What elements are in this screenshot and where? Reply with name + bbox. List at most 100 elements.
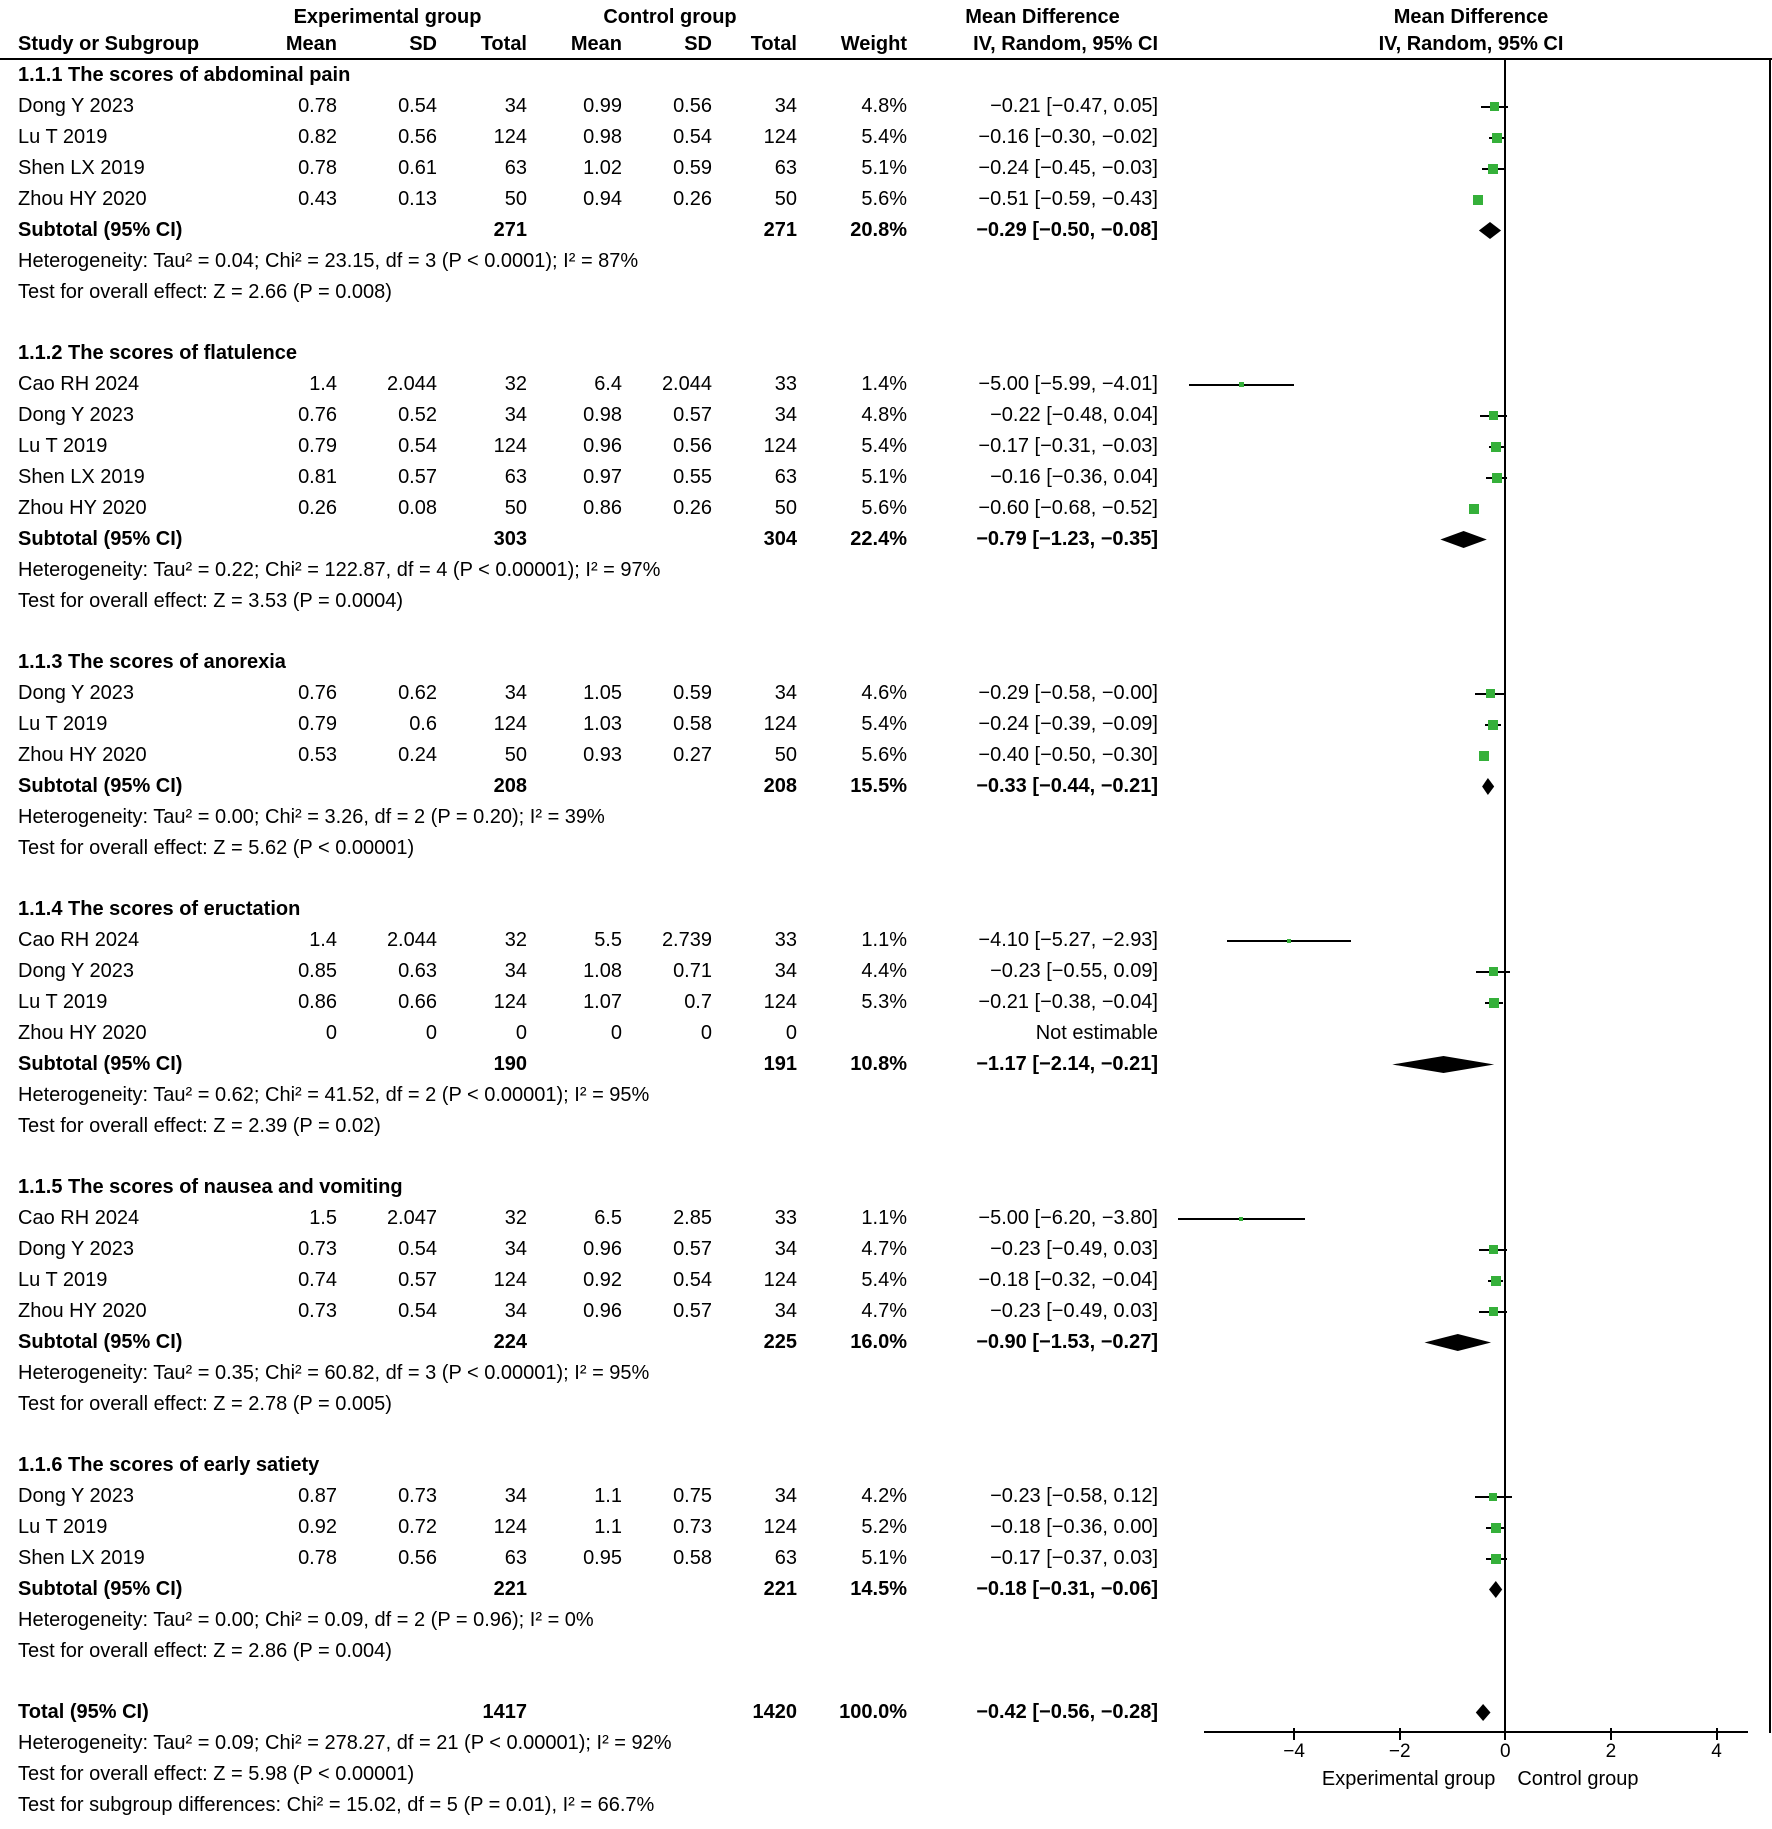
plot-cell — [1170, 246, 1772, 277]
study-cell: 0.56 — [398, 1547, 437, 1569]
plot-cell — [1170, 771, 1772, 802]
study-cell: 0.57 — [673, 1238, 712, 1260]
subtotal-row-cell: −0.18 [−0.31, −0.06] — [976, 1578, 1158, 1600]
effect-marker — [1488, 1245, 1498, 1254]
subgroup-title: 1.1.3 The scores of anorexia — [18, 651, 286, 673]
study-cell: 6.5 — [594, 1207, 622, 1229]
study-row: Zhou HY 2020 0.53 0.24 50 0.93 0.27 50 5.6% −0.4… — [0, 740, 1772, 771]
subtotal-row-cell: Subtotal (95% CI) — [18, 1331, 183, 1353]
subtotal-row-cell: Subtotal (95% CI) — [18, 528, 183, 550]
subtotal-row-cell: 15.5% — [850, 775, 907, 797]
subtotal-row-cell: 208 — [763, 775, 797, 797]
header-column-row: Study or Subgroup Mean SD Total Mean SD … — [0, 31, 1772, 58]
study-cell: 124 — [763, 1516, 797, 1538]
study-cell: 2.044 — [661, 373, 712, 395]
study-cell: 0.26 — [673, 188, 712, 210]
subtotal-row: Subtotal (95% CI) 221 221 14.5% −0.18 [−0.31… — [0, 1574, 1772, 1605]
study-cell: 0.82 — [298, 126, 337, 148]
study-cell: −0.16 [−0.30, −0.02] — [978, 126, 1158, 148]
effect-marker — [1489, 411, 1499, 420]
total-row-cell: −0.42 [−0.56, −0.28] — [976, 1701, 1158, 1723]
study-cell: 0 — [515, 1022, 527, 1044]
study-cell: 1.1% — [861, 1207, 907, 1229]
total-row-cell: 1420 — [752, 1701, 798, 1723]
study-cell: 1.1 — [594, 1485, 622, 1507]
study-cell: −0.18 [−0.32, −0.04] — [978, 1269, 1158, 1291]
plot-cell — [1170, 647, 1772, 678]
overall-effect-row: Test for overall effect: Z = 2.39 (P = 0… — [0, 1111, 1772, 1142]
plot-cell — [1170, 586, 1772, 617]
plot-cell — [1170, 1697, 1772, 1728]
study-cell: 0.78 — [298, 95, 337, 117]
study-cell: 0.26 — [298, 497, 337, 519]
study-cell: Shen LX 2019 — [18, 1547, 145, 1569]
study-cell: 0.78 — [298, 1547, 337, 1569]
study-cell: 5.3% — [861, 991, 907, 1013]
study-cell: −0.16 [−0.36, 0.04] — [990, 466, 1158, 488]
study-cell: 0.92 — [583, 1269, 622, 1291]
plot-cell — [1170, 802, 1772, 833]
study-row: Dong Y 2023 0.73 0.54 34 0.96 0.57 34 4.7% −0.23… — [0, 1234, 1772, 1265]
x-axis-tick-label: −2 — [1388, 1741, 1411, 1762]
study-cell: 0.73 — [298, 1238, 337, 1260]
subgroup-title: 1.1.2 The scores of flatulence — [18, 342, 297, 364]
study-cell: 0.57 — [398, 466, 437, 488]
rows-container: 1.1.1 The scores of abdominal pain Dong Y… — [0, 60, 1772, 1821]
plot-cell: −4 −2 0 2 4 Experimental group Control group — [1170, 1728, 1772, 1790]
study-cell: 0.76 — [298, 404, 337, 426]
study-cell: 0.96 — [583, 1300, 622, 1322]
study-cell: 0.27 — [673, 744, 712, 766]
plot-cell — [1170, 1265, 1772, 1296]
effect-marker — [1239, 1216, 1244, 1221]
plot-cell — [1170, 122, 1772, 153]
subtotal-row-cell: 14.5% — [850, 1578, 907, 1600]
study-cell: Zhou HY 2020 — [18, 188, 147, 210]
plot-cell — [1170, 153, 1772, 184]
x-axis-tick — [1715, 1728, 1718, 1740]
study-cell: −0.29 [−0.58, −0.00] — [978, 682, 1158, 704]
overall-effect-row: Test for overall effect: Z = 3.53 (P = 0… — [0, 586, 1772, 617]
study-cell: 32 — [504, 373, 527, 395]
study-cell: 5.4% — [861, 1269, 907, 1291]
effect-marker — [1485, 689, 1495, 698]
plot-cell — [1170, 1605, 1772, 1636]
study-cell: 34 — [774, 1485, 797, 1507]
study-cell: Cao RH 2024 — [18, 373, 140, 395]
study-cell: 0.43 — [298, 188, 337, 210]
study-cell: 2.044 — [386, 929, 437, 951]
study-cell: 50 — [774, 497, 797, 519]
plot-cell — [1170, 369, 1772, 400]
study-cell: 0.86 — [583, 497, 622, 519]
total-row-cell: Total (95% CI) — [18, 1701, 149, 1723]
study-cell: 0.26 — [673, 497, 712, 519]
study-cell: −0.21 [−0.38, −0.04] — [978, 991, 1158, 1013]
study-cell: 0.98 — [583, 404, 622, 426]
study-row: Cao RH 2024 1.4 2.044 32 6.4 2.044 33 1.4% −5.00… — [0, 369, 1772, 400]
x-axis-tick — [1293, 1728, 1296, 1740]
subtotal-row-cell: 20.8% — [850, 219, 907, 241]
study-cell: 34 — [504, 1485, 527, 1507]
study-cell: 0.61 — [398, 157, 437, 179]
plot-cell — [1170, 1111, 1772, 1142]
study-cell: 124 — [763, 435, 797, 457]
study-cell: −0.24 [−0.39, −0.09] — [978, 713, 1158, 735]
plot-cell — [1170, 493, 1772, 524]
col-header-exp-mean: Mean — [285, 33, 337, 55]
study-row: Cao RH 2024 1.5 2.047 32 6.5 2.85 33 1.1% −5.00 … — [0, 1203, 1772, 1234]
x-axis-tick-label: 0 — [1500, 1741, 1511, 1762]
col-header-weight: Weight — [840, 33, 907, 55]
plot-cell — [1170, 1481, 1772, 1512]
x-axis-tick — [1504, 1728, 1507, 1740]
study-cell: 0.97 — [583, 466, 622, 488]
study-cell: 0.96 — [583, 1238, 622, 1260]
study-cell: 0.98 — [583, 126, 622, 148]
study-cell: 0.74 — [298, 1269, 337, 1291]
overall-effect-row-text: Test for overall effect: Z = 2.66 (P = 0… — [18, 281, 392, 303]
study-cell: 0.54 — [398, 1238, 437, 1260]
study-cell: 0.71 — [673, 960, 712, 982]
effect-marker — [1468, 503, 1479, 514]
study-cell: 0.79 — [298, 713, 337, 735]
study-cell: 34 — [504, 1238, 527, 1260]
study-row: Lu T 2019 0.82 0.56 124 0.98 0.54 124 5.4% −0.16… — [0, 122, 1772, 153]
subtotal-row-cell: Subtotal (95% CI) — [18, 1053, 183, 1075]
